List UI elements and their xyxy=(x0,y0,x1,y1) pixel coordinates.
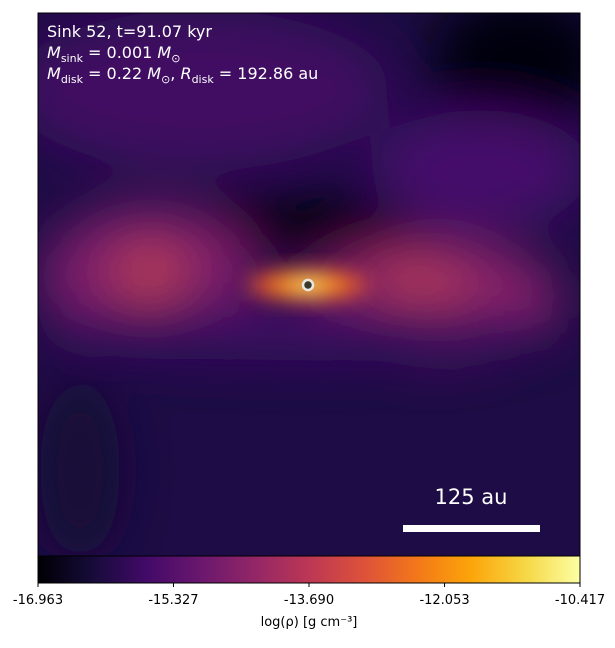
annotation-part: R xyxy=(180,64,191,83)
colorbar-tick-label: -15.327 xyxy=(148,593,198,608)
colorbar-label: log(ρ) [g cm⁻³] xyxy=(261,615,358,630)
colorbar xyxy=(37,555,581,584)
annotation-part: M xyxy=(47,64,61,83)
annotation-part: disk xyxy=(192,73,215,86)
annotation-part: ⊙ xyxy=(161,73,170,86)
annotation-part: M xyxy=(157,43,171,62)
annotation-part: , xyxy=(170,64,180,83)
annotation-part: = 0.22 xyxy=(83,64,147,83)
density-map xyxy=(38,13,580,556)
annotation-line: Sink 52, t=91.07 kyr xyxy=(47,22,212,41)
scale-bar xyxy=(403,525,540,532)
colorbar-tick-label: -16.963 xyxy=(13,593,63,608)
annotation-part: = 192.86 au xyxy=(214,64,319,83)
annotation-part: = 0.001 xyxy=(83,43,157,62)
colorbar-tick-label: -12.053 xyxy=(419,593,469,608)
sink-marker xyxy=(301,278,315,292)
annotation-line: Mdisk = 0.22 M⊙, Rdisk = 192.86 au xyxy=(47,64,318,86)
annotation-part: M xyxy=(47,43,61,62)
annotation-part: Sink 52, t=91.07 kyr xyxy=(47,22,212,41)
annotation-line: Msink = 0.001 M⊙ xyxy=(47,43,180,65)
colorbar-tick-label: -10.417 xyxy=(555,593,605,608)
annotation-part: disk xyxy=(61,73,84,86)
annotation-part: ⊙ xyxy=(171,52,180,65)
scale-bar-label: 125 au xyxy=(435,485,508,509)
annotation-part: M xyxy=(147,64,161,83)
annotation-part: sink xyxy=(61,52,84,65)
colorbar-tick-label: -13.690 xyxy=(284,593,334,608)
